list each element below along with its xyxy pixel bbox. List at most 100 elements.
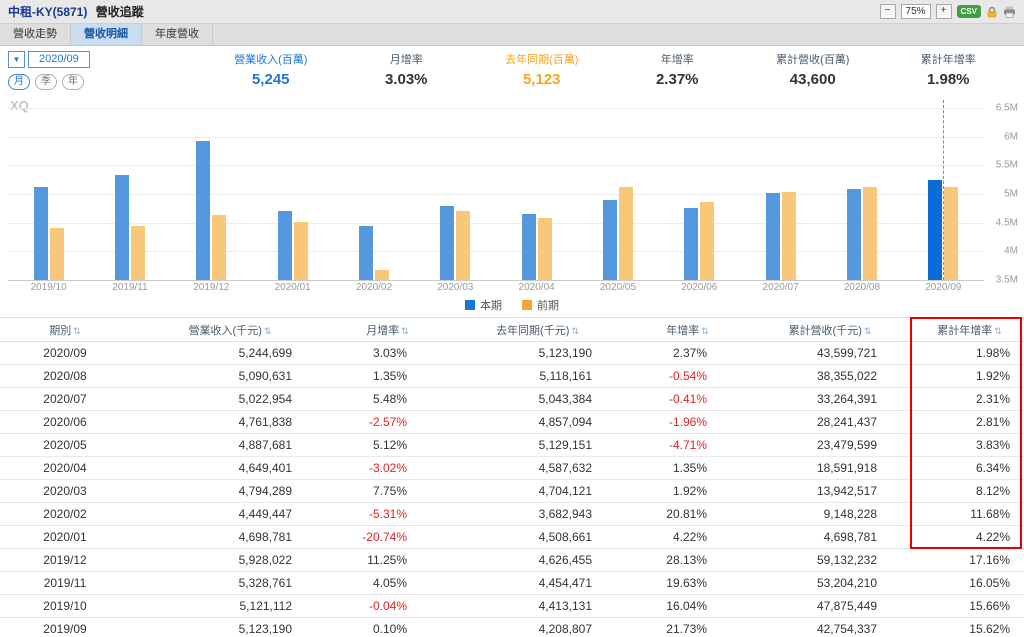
- bar-前期-2020/01[interactable]: [293, 222, 308, 280]
- cell-value: 21.73%: [630, 617, 745, 637]
- cell-value: -0.54%: [630, 364, 745, 388]
- freq-button-季[interactable]: 季: [35, 74, 57, 90]
- cell-value: 1.35%: [330, 364, 445, 388]
- table-row[interactable]: 2020/01 4,698,781 -20.74% 4,508,661 4.22% 4,6…: [0, 525, 1024, 549]
- table-row[interactable]: 2020/05 4,887,681 5.12% 5,129,151 -4.71% 23,4…: [0, 433, 1024, 457]
- bar-本期-2020/03[interactable]: [440, 206, 455, 280]
- x-axis-label: 2019/10: [30, 282, 67, 293]
- cell-value: 15.62%: [915, 617, 1024, 637]
- bar-本期-2020/09[interactable]: [928, 180, 943, 280]
- bar-前期-2020/06[interactable]: [700, 202, 715, 280]
- table-row[interactable]: 2020/02 4,449,447 -5.31% 3,682,943 20.81% 9,1…: [0, 502, 1024, 526]
- cell-value: 3,682,943: [445, 502, 630, 526]
- bar-group-2019/12: [171, 108, 252, 280]
- stat-月增率: 月增率 3.03%: [339, 51, 475, 94]
- sort-icon[interactable]: ⇅: [263, 325, 272, 336]
- table-row[interactable]: 2019/12 5,928,022 11.25% 4,626,455 28.13% 59,…: [0, 548, 1024, 572]
- column-header-年增率[interactable]: 年增率 ⇅: [630, 317, 745, 342]
- chevron-down-icon[interactable]: ▼: [8, 51, 25, 68]
- window-controls: − 75% + CSV: [879, 4, 1016, 19]
- bar-本期-2020/01[interactable]: [277, 211, 292, 280]
- csv-export-button[interactable]: CSV: [956, 5, 981, 18]
- bar-group-2020/08: [821, 108, 902, 280]
- cell-value: 6.34%: [915, 456, 1024, 480]
- table-row[interactable]: 2019/11 5,328,761 4.05% 4,454,471 19.63% 53,2…: [0, 571, 1024, 595]
- sort-icon[interactable]: ⇅: [73, 325, 81, 336]
- period-select-value[interactable]: 2020/09: [28, 51, 90, 68]
- cell-value: 5,123,190: [130, 617, 330, 637]
- table-row[interactable]: 2020/04 4,649,401 -3.02% 4,587,632 1.35% 18,5…: [0, 456, 1024, 480]
- print-icon[interactable]: [1003, 6, 1016, 18]
- bar-本期-2020/04[interactable]: [521, 214, 536, 280]
- bar-本期-2020/02[interactable]: [358, 225, 373, 280]
- column-header-期別[interactable]: 期別 ⇅: [0, 317, 130, 342]
- x-axis-label: 2020/03: [437, 282, 474, 293]
- cell-value: 5,928,022: [130, 548, 330, 572]
- x-axis-label: 2020/04: [518, 282, 555, 293]
- y-axis-label: 6.5M: [995, 102, 1018, 114]
- sort-icon[interactable]: ⇅: [863, 325, 872, 336]
- column-header-label: 累計營收(千元): [788, 324, 862, 337]
- column-header-月增率[interactable]: 月增率 ⇅: [330, 317, 445, 342]
- bar-本期-2020/06[interactable]: [684, 207, 699, 280]
- cell-value: 4,449,447: [130, 502, 330, 526]
- column-header-label: 月增率: [366, 324, 400, 337]
- bar-前期-2020/04[interactable]: [537, 217, 552, 280]
- sort-icon[interactable]: ⇅: [994, 325, 1002, 336]
- zoom-in-button[interactable]: +: [935, 4, 952, 19]
- table-row[interactable]: 2020/09 5,244,699 3.03% 5,123,190 2.37% 43,59…: [0, 341, 1024, 365]
- x-axis-label: 2020/07: [762, 282, 799, 293]
- bar-本期-2019/11[interactable]: [114, 175, 129, 280]
- bar-前期-2020/02[interactable]: [374, 269, 389, 280]
- cell-period: 2020/08: [0, 364, 130, 388]
- sort-icon[interactable]: ⇅: [401, 325, 409, 336]
- table-row[interactable]: 2019/09 5,123,190 0.10% 4,208,807 21.73% 42,7…: [0, 617, 1024, 637]
- bar-本期-2019/10[interactable]: [33, 187, 48, 280]
- column-header-label: 年增率: [666, 324, 700, 337]
- tab-營收明細[interactable]: 營收明細: [71, 24, 142, 45]
- y-axis-label: 4M: [1004, 245, 1018, 257]
- cell-value: 4,698,781: [130, 525, 330, 549]
- legend-label: 前期: [537, 300, 559, 312]
- table-row[interactable]: 2020/08 5,090,631 1.35% 5,118,161 -0.54% 38,3…: [0, 364, 1024, 388]
- cell-value: 5,022,954: [130, 387, 330, 411]
- table-row[interactable]: 2020/03 4,794,289 7.75% 4,704,121 1.92% 13,94…: [0, 479, 1024, 503]
- freq-button-年[interactable]: 年: [62, 74, 84, 90]
- y-axis-label: 3.5M: [995, 274, 1018, 286]
- bar-前期-2019/10[interactable]: [49, 227, 64, 280]
- bar-前期-2020/05[interactable]: [618, 186, 633, 280]
- column-header-去年同期(千元)[interactable]: 去年同期(千元) ⇅: [445, 317, 630, 342]
- stat-label: 累計營收(百萬): [776, 54, 850, 66]
- table-header-row: 期別 ⇅ 營業收入(千元) ⇅ 月增率 ⇅ 去年同期(千元) ⇅ 年增率 ⇅ 累計營收(千元) ⇅ 累計…: [0, 317, 1024, 342]
- column-header-累計年增率[interactable]: 累計年增率 ⇅: [915, 317, 1024, 342]
- bar-前期-2020/08[interactable]: [862, 187, 877, 280]
- freq-button-月[interactable]: 月: [8, 74, 30, 90]
- table-row[interactable]: 2020/07 5,022,954 5.48% 5,043,384 -0.41% 33,2…: [0, 387, 1024, 411]
- bar-前期-2020/03[interactable]: [456, 211, 471, 280]
- bar-前期-2019/11[interactable]: [130, 225, 145, 280]
- x-axis-label: 2020/06: [681, 282, 718, 293]
- table-row[interactable]: 2020/06 4,761,838 -2.57% 4,857,094 -1.96% 28,…: [0, 410, 1024, 434]
- bar-本期-2020/08[interactable]: [846, 188, 861, 280]
- lock-icon[interactable]: [986, 6, 998, 18]
- column-header-營業收入(千元)[interactable]: 營業收入(千元) ⇅: [130, 317, 330, 342]
- column-header-累計營收(千元)[interactable]: 累計營收(千元) ⇅: [745, 317, 915, 342]
- table-row[interactable]: 2019/10 5,121,112 -0.04% 4,413,131 16.04% 47,…: [0, 594, 1024, 618]
- bar-前期-2019/12[interactable]: [212, 215, 227, 280]
- bar-前期-2020/07[interactable]: [781, 191, 796, 280]
- bar-前期-2020/09[interactable]: [944, 187, 959, 280]
- cell-period: 2019/10: [0, 594, 130, 618]
- bar-本期-2020/05[interactable]: [602, 200, 617, 280]
- zoom-out-button[interactable]: −: [879, 4, 896, 19]
- bar-本期-2019/12[interactable]: [196, 140, 211, 280]
- xq-watermark: XQ: [10, 98, 29, 113]
- tab-年度營收[interactable]: 年度營收: [142, 24, 213, 45]
- bar-本期-2020/07[interactable]: [765, 192, 780, 280]
- legend-swatch: [522, 300, 532, 310]
- gridline: [8, 108, 984, 109]
- sort-icon[interactable]: ⇅: [571, 325, 579, 336]
- sort-icon[interactable]: ⇅: [701, 325, 709, 336]
- tab-營收走勢[interactable]: 營收走勢: [0, 24, 71, 45]
- period-select[interactable]: ▼ 2020/09: [8, 51, 203, 68]
- y-axis-label: 5M: [1004, 188, 1018, 200]
